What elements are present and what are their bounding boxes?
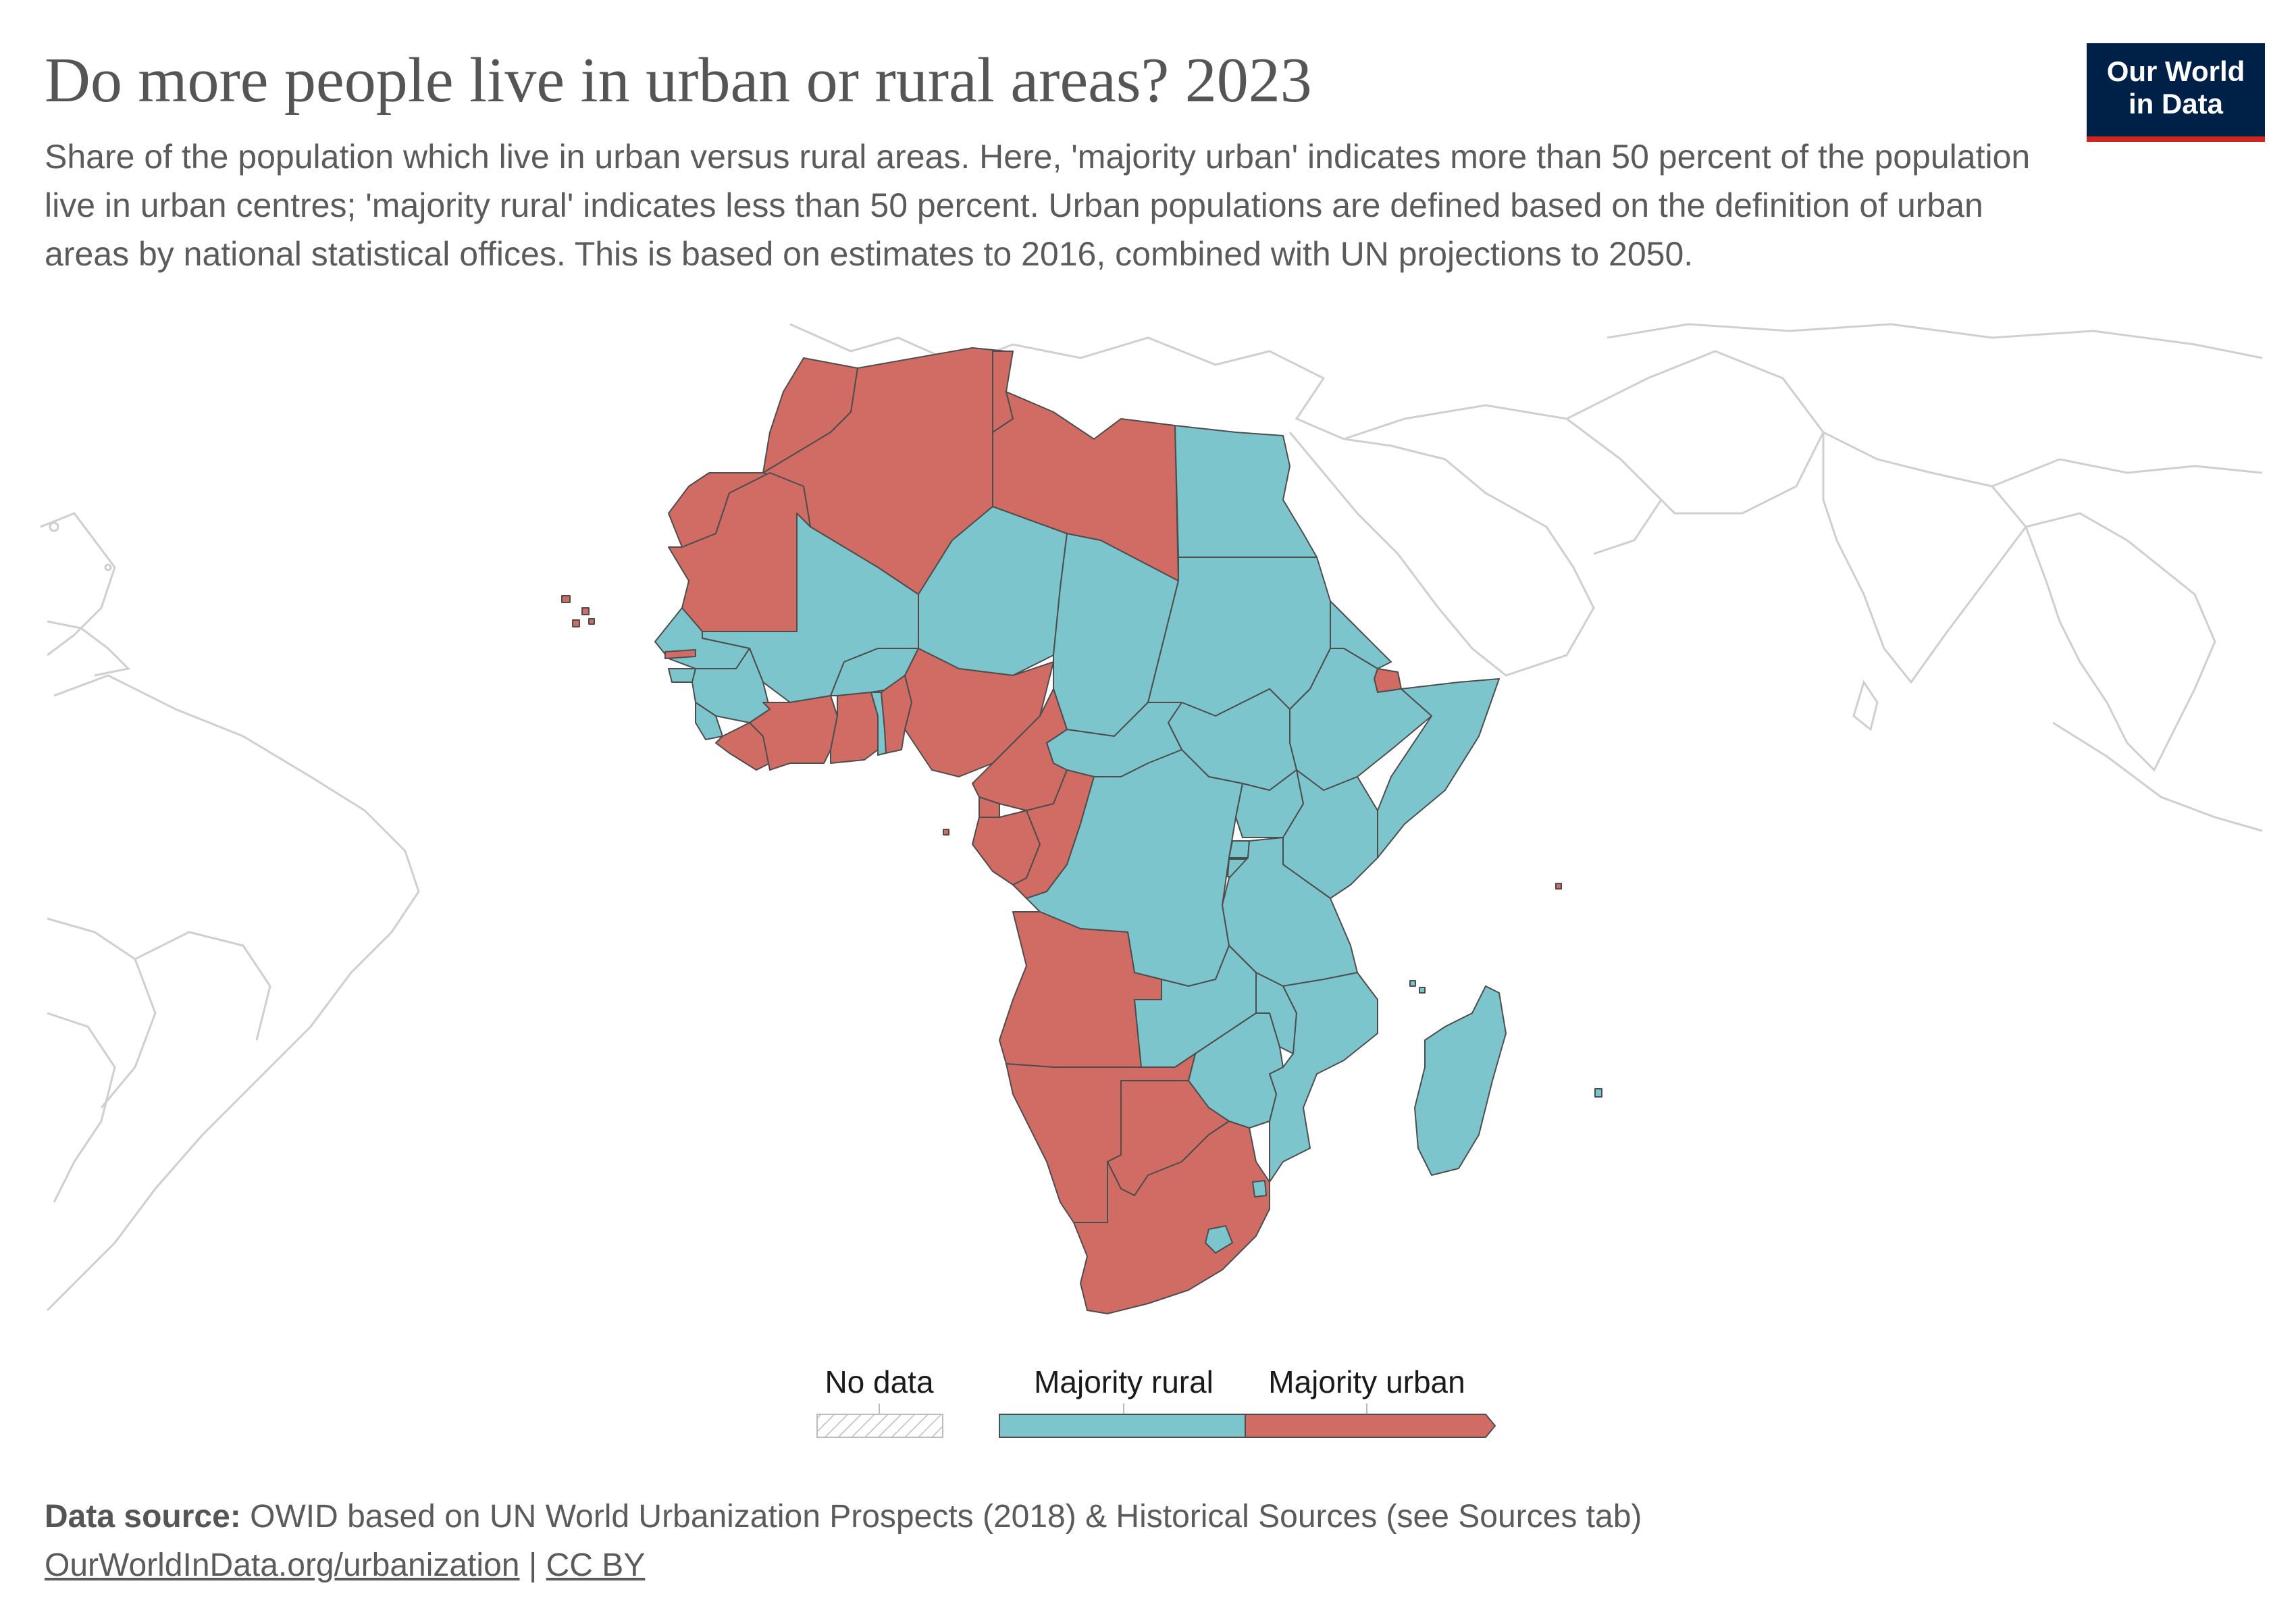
americas-outline <box>40 512 116 657</box>
data-source-label: Data source: <box>45 1499 241 1535</box>
iran-outline <box>1566 350 1825 515</box>
legend-label-majority-rural: Majority rural <box>1034 1364 1214 1399</box>
small-island-2 <box>104 563 112 571</box>
region-lesotho[interactable] <box>1205 1225 1233 1254</box>
india-outline <box>1822 430 2027 684</box>
south-america-inner-3 <box>47 1012 116 1203</box>
legend-swatch-majority-urban <box>1245 1414 1496 1438</box>
region-sierra-leone[interactable] <box>695 702 723 740</box>
region-comoros[interactable] <box>1409 980 1426 994</box>
region-kenya[interactable] <box>1282 769 1378 899</box>
region-djibouti[interactable] <box>1374 668 1402 693</box>
africa-countries <box>561 347 1602 1314</box>
region-sao-tome[interactable] <box>943 829 949 835</box>
footer-separator: | <box>528 1547 538 1583</box>
region-ghana[interactable] <box>830 692 879 764</box>
logo-line-1: Our World <box>2106 55 2245 87</box>
region-eswatini[interactable] <box>1252 1180 1267 1198</box>
sri-lanka-outline <box>1852 679 1879 731</box>
license-link[interactable]: CC BY <box>546 1547 646 1583</box>
small-island-1 <box>49 521 59 532</box>
link-line: OurWorldInData.org/urbanization | CC BY <box>45 1541 2206 1590</box>
footer: Data source: OWID based on UN World Urba… <box>45 1493 2206 1590</box>
region-rwanda[interactable] <box>1228 840 1250 858</box>
region-cote-divoire[interactable] <box>749 695 838 771</box>
region-mauritius[interactable] <box>1594 1088 1602 1098</box>
southeast-asia-outline <box>2025 512 2216 772</box>
owid-link[interactable]: OurWorldInData.org/urbanization <box>45 1547 520 1583</box>
map-legend: No data Majority rural Majority urban <box>816 1364 1496 1438</box>
arabia-outline <box>1288 432 1595 677</box>
region-egypt[interactable] <box>1174 425 1317 558</box>
background-land <box>40 323 2263 1312</box>
region-seychelles[interactable] <box>1555 883 1562 890</box>
legend-label-no-data: No data <box>825 1364 934 1399</box>
legend-swatch-majority-rural <box>999 1414 1246 1438</box>
chart-title: Do more people live in urban or rural ar… <box>45 45 1312 115</box>
region-south-africa[interactable] <box>1073 1121 1270 1314</box>
region-guinea-bissau[interactable] <box>668 668 696 683</box>
chart-subtitle: Share of the population which live in ur… <box>45 138 2031 273</box>
region-cape-verde[interactable] <box>561 595 595 627</box>
europe-outline <box>789 323 1345 440</box>
legend-swatch-no-data <box>816 1414 943 1438</box>
south-america-inner-1 <box>47 917 157 1108</box>
region-somalia[interactable] <box>1377 678 1500 858</box>
caribbean-outline <box>47 620 131 677</box>
data-source-line: Data source: OWID based on UN World Urba… <box>45 1493 2206 1541</box>
south-america-outline <box>46 674 420 1312</box>
africa-map <box>40 323 2263 1314</box>
region-madagascar[interactable] <box>1414 985 1507 1176</box>
owid-logo[interactable]: Our World in Data <box>2087 43 2265 142</box>
south-america-inner-2 <box>134 931 271 1041</box>
central-asia-outline <box>1607 323 2263 359</box>
region-gambia[interactable] <box>664 649 696 659</box>
indonesia-outline <box>2052 721 2263 832</box>
logo-line-2: in Data <box>2128 88 2224 120</box>
legend-label-majority-urban: Majority urban <box>1268 1364 1465 1399</box>
data-source-text: OWID based on UN World Urbanization Pros… <box>250 1499 1642 1535</box>
china-outline <box>1991 458 2263 488</box>
middle-east-outline <box>1343 404 1663 555</box>
